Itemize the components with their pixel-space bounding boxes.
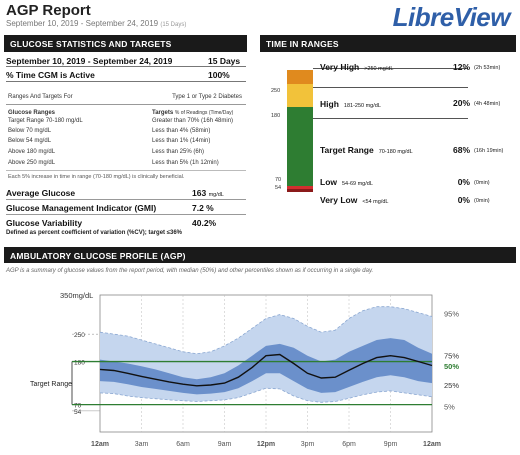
stats-active-label: % Time CGM is Active	[6, 70, 95, 80]
avg-glucose-value: 163 mg/dL	[192, 188, 224, 198]
gmi-value: 7.2 %	[192, 203, 214, 213]
table-row: Target Range 70-180 mg/dL Greater than 7…	[8, 118, 234, 124]
variability-label: Glucose Variability	[6, 218, 83, 228]
tir-tick-180: 180	[271, 113, 281, 119]
agp-header: AMBULATORY GLUCOSE PROFILE (AGP)	[4, 247, 516, 263]
chart-frame	[99, 294, 433, 433]
bar-segment-very-low	[287, 189, 313, 192]
time-in-ranges-header: TIME IN RANGES	[260, 35, 516, 52]
percentile-label: 75%	[444, 352, 459, 361]
tir-high-pct: 20%	[452, 98, 470, 108]
line-95	[99, 306, 433, 355]
variability-value: 40.2%	[192, 218, 217, 228]
tir-divider	[313, 118, 468, 119]
divider	[6, 104, 246, 105]
percentile-label: 50%	[444, 362, 459, 371]
percentile-label: 25%	[444, 381, 459, 390]
report-title: AGP Report	[6, 2, 91, 19]
variability-row: Glucose Variability 40.2%	[6, 218, 246, 228]
stats-active-value: 100%	[208, 70, 230, 80]
col-targets: Targets % of Readings (Time/Day)	[152, 110, 234, 116]
tir-very-high-pct: 12%	[452, 62, 470, 72]
gmi-label: Glucose Management Indicator (GMI)	[6, 203, 157, 213]
target-range-label: Target Range	[30, 381, 73, 388]
avg-glucose-label: Average Glucose	[6, 188, 76, 198]
days-count: (15 Days)	[160, 22, 187, 28]
percentile-label: 5%	[444, 403, 455, 412]
y-tick-label: 70	[74, 403, 82, 410]
divider	[6, 214, 246, 215]
table-row: Above 180 mg/dL Less than 25% (6h)	[8, 149, 205, 155]
band-5-95	[100, 306, 432, 403]
divider	[6, 66, 246, 67]
tir-divider	[313, 68, 468, 69]
band-25-75	[100, 338, 432, 395]
bar-segment-very-high	[287, 70, 313, 84]
tir-target-label: Target Range 70-180 mg/dL	[320, 145, 413, 155]
x-tick-label: 3am	[135, 441, 149, 448]
y-tick-label: 250	[74, 332, 85, 339]
divider	[6, 170, 246, 171]
targets-heading: Ranges And Targets For Type 1 or Type 2 …	[8, 94, 246, 100]
table-row: Above 250 mg/dL Less than 5% (1h 12min)	[8, 160, 219, 166]
x-tick-label: 12pm	[257, 441, 275, 448]
bar-segment-low	[287, 186, 313, 189]
tir-very-low-duration: (0min)	[474, 198, 490, 204]
divider	[6, 199, 246, 200]
gmi-row: Glucose Management Indicator (GMI) 7.2 %	[6, 203, 246, 213]
x-tick-label: 6pm	[342, 441, 356, 448]
tir-low-label: Low 54-69 mg/dL	[320, 177, 373, 187]
y-tick-label: 54	[74, 409, 82, 416]
targets-heading-right: Type 1 or Type 2 Diabetes	[172, 94, 242, 100]
stats-range-label: September 10, 2019 - September 24, 2019	[6, 56, 173, 66]
median-line	[99, 353, 433, 387]
col-glucose-ranges: Glucose Ranges	[8, 110, 56, 116]
targets-footnote: Each 5% increase in time in range (70-18…	[8, 174, 185, 180]
tir-low-duration: (0min)	[474, 180, 490, 186]
stats-range-value: 15 Days	[208, 56, 241, 66]
tir-tick-70: 70	[275, 177, 282, 183]
tir-target-duration: (16h 19min)	[474, 148, 504, 154]
line-5	[99, 387, 433, 403]
tir-high-label: High 181-250 mg/dL	[320, 99, 381, 109]
x-tick-label: 12am	[423, 441, 441, 448]
tir-very-high-label: Very High >250 mg/dL	[320, 62, 394, 72]
tir-high-duration: (4h 48min)	[474, 101, 501, 107]
tir-very-low-pct: 0%	[457, 195, 470, 205]
tir-tick-54: 54	[275, 185, 282, 191]
tir-very-low-label: Very Low <54 mg/dL	[320, 195, 389, 205]
x-tick-label: 9am	[218, 441, 232, 448]
tir-very-high-duration: (2h 53min)	[474, 65, 501, 71]
glucose-stats-header: GLUCOSE STATISTICS AND TARGETS	[4, 35, 247, 52]
targets-column-headers: Glucose Ranges Targets % of Readings (Ti…	[8, 110, 246, 116]
stats-range-row: September 10, 2019 - September 24, 2019 …	[6, 56, 246, 66]
date-range-text: September 10, 2019 - September 24, 2019	[6, 19, 159, 28]
tir-target-pct: 68%	[452, 145, 470, 155]
x-tick-label: 12am	[91, 441, 109, 448]
libreview-logo: LibreView	[392, 2, 511, 32]
variability-definition: Defined as percent coefficient of variat…	[6, 230, 182, 236]
y-tick-label: 180	[74, 360, 85, 367]
divider	[6, 81, 246, 82]
table-row: Below 54 mg/dL Less than 1% (14min)	[8, 138, 211, 144]
bar-segment-target	[287, 107, 313, 186]
report-date-range: September 10, 2019 - September 24, 2019 …	[6, 19, 186, 28]
stats-active-row: % Time CGM is Active 100%	[6, 70, 246, 80]
table-row: Below 70 mg/dL Less than 4% (58min)	[8, 128, 211, 134]
y-axis-label: 350mg/dL	[60, 291, 93, 300]
avg-glucose-row: Average Glucose 163 mg/dL	[6, 188, 246, 198]
x-tick-label: 3pm	[301, 441, 315, 448]
percentile-label: 95%	[444, 309, 459, 318]
tir-tick-250: 250	[271, 88, 281, 94]
agp-description: AGP is a summary of glucose values from …	[6, 268, 374, 274]
x-tick-label: 9pm	[384, 441, 398, 448]
tir-divider	[313, 87, 468, 88]
bar-segment-high	[287, 83, 313, 108]
targets-heading-left: Ranges And Targets For	[8, 94, 73, 100]
x-tick-label: 6am	[176, 441, 190, 448]
tir-low-pct: 0%	[457, 177, 470, 187]
